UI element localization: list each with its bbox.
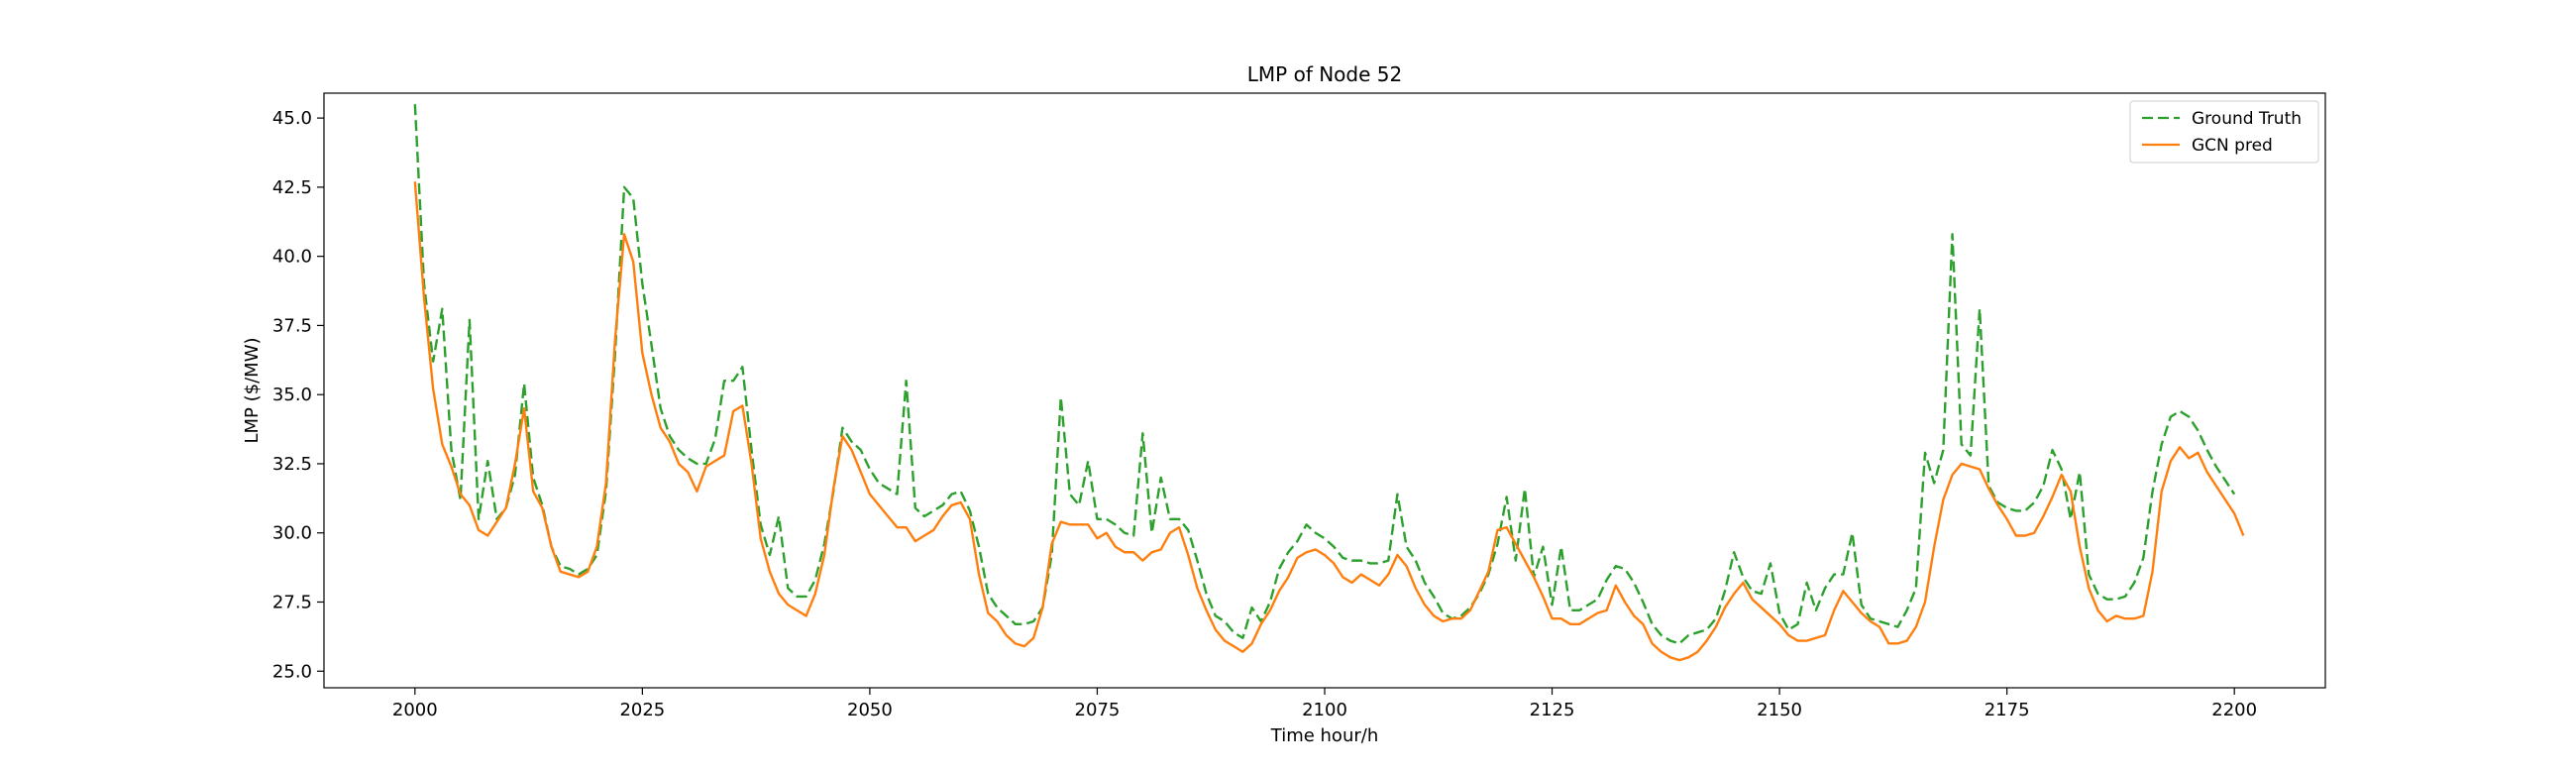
x-tick-label: 2125 [1530, 700, 1575, 720]
x-tick-label: 2150 [1757, 700, 1802, 720]
y-tick-label: 35.0 [272, 385, 312, 405]
x-tick-label: 2200 [2211, 700, 2257, 720]
y-tick-label: 40.0 [272, 247, 312, 268]
x-tick-label: 2175 [1985, 700, 2030, 720]
legend: Ground Truth GCN pred [2129, 100, 2319, 164]
series-layer [413, 104, 2245, 662]
x-tick-label: 2050 [847, 700, 893, 720]
y-tick-label: 32.5 [272, 454, 312, 475]
y-tick-label: 37.5 [272, 315, 312, 336]
plot-area-frame [323, 92, 2326, 689]
series-line-gcn-pred [413, 181, 2245, 662]
chart-title: LMP of Node 52 [1247, 62, 1402, 86]
y-tick-label: 25.0 [272, 661, 312, 682]
legend-label-gcn-pred: GCN pred [2192, 136, 2273, 156]
x-tick-label: 2075 [1075, 700, 1121, 720]
x-tick-label: 2000 [392, 700, 438, 720]
series-line-ground-truth [413, 104, 2236, 645]
legend-label-ground-truth: Ground Truth [2192, 109, 2302, 129]
y-tick-label: 30.0 [272, 523, 312, 544]
x-tick-label: 2100 [1302, 700, 1347, 720]
y-tick-label: 45.0 [272, 108, 312, 129]
x-axis-label: Time hour/h [1270, 725, 1378, 746]
tick-layer: 2000 2025 2050 2075 2100 2125 2150 2175 2200 25.0… [272, 108, 2257, 720]
y-tick-label: 27.5 [272, 592, 312, 612]
legend-box [2129, 100, 2319, 164]
y-tick-label: 42.5 [272, 177, 312, 198]
y-axis-label: LMP ($/MW) [242, 337, 263, 443]
x-tick-label: 2025 [619, 700, 665, 720]
